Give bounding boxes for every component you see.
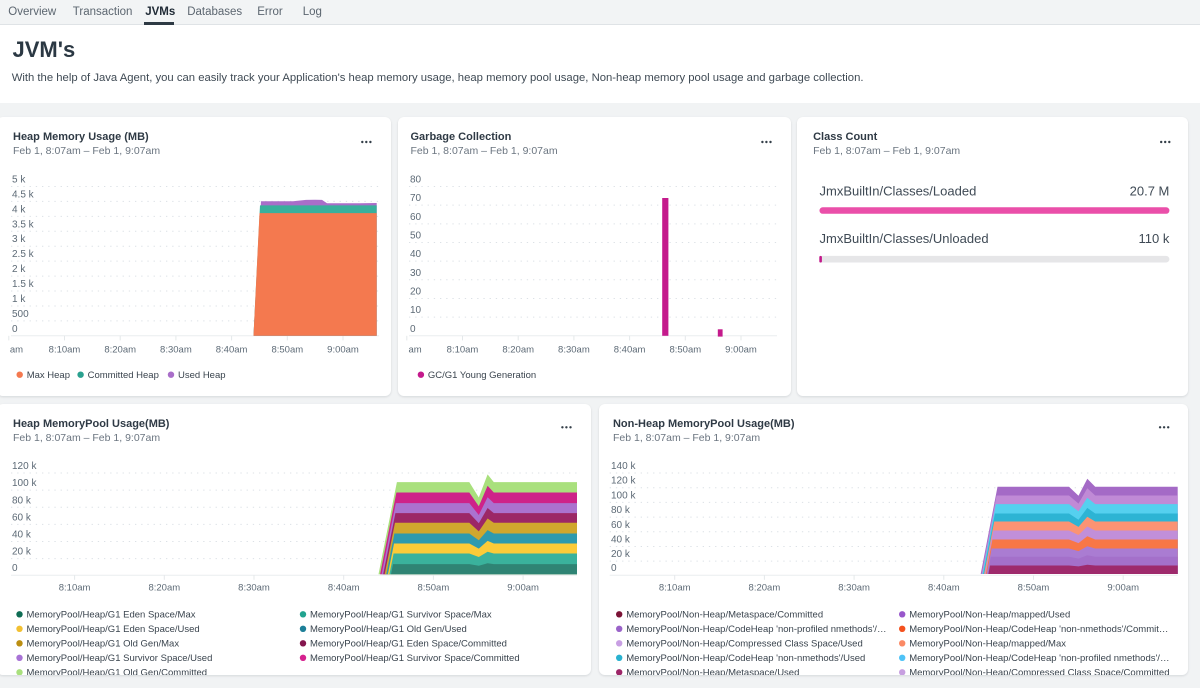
svg-text:MemoryPool/Non-Heap/CodeHeap ': MemoryPool/Non-Heap/CodeHeap 'non-nmetho… [909, 624, 1168, 635]
svg-text:20: 20 [410, 286, 422, 297]
svg-text:8:40am: 8:40am [216, 345, 248, 356]
svg-text:3 k: 3 k [12, 234, 26, 245]
svg-text:am: am [408, 345, 421, 356]
svg-text:MemoryPool/Heap/G1 Old Gen/Use: MemoryPool/Heap/G1 Old Gen/Used [310, 624, 467, 635]
svg-text:0: 0 [611, 563, 617, 574]
svg-text:100 k: 100 k [12, 478, 37, 489]
svg-text:8:50am: 8:50am [418, 583, 450, 594]
svg-text:Committed Heap: Committed Heap [88, 370, 159, 381]
svg-text:am: am [10, 345, 23, 356]
svg-text:120 k: 120 k [12, 461, 37, 472]
svg-text:MemoryPool/Non-Heap/mapped/Use: MemoryPool/Non-Heap/mapped/Used [909, 610, 1070, 621]
svg-text:1 k: 1 k [12, 294, 26, 305]
svg-text:8:50am: 8:50am [669, 345, 701, 356]
svg-text:4.5 k: 4.5 k [12, 189, 35, 200]
svg-text:100 k: 100 k [611, 491, 636, 502]
svg-text:80 k: 80 k [12, 495, 32, 506]
svg-text:9:00am: 9:00am [327, 345, 359, 356]
svg-text:8:40am: 8:40am [328, 583, 360, 594]
svg-text:8:10am: 8:10am [446, 345, 478, 356]
svg-text:MemoryPool/Non-Heap/Metaspace/: MemoryPool/Non-Heap/Metaspace/Used [626, 668, 799, 675]
svg-text:8:20am: 8:20am [148, 583, 180, 594]
svg-text:MemoryPool/Heap/G1 Survivor Sp: MemoryPool/Heap/G1 Survivor Space/Used [27, 653, 213, 664]
svg-text:GC/G1 Young Generation: GC/G1 Young Generation [427, 370, 535, 381]
svg-text:8:10am: 8:10am [659, 583, 691, 594]
svg-text:8:20am: 8:20am [502, 345, 534, 356]
svg-text:MemoryPool/Non-Heap/Compressed: MemoryPool/Non-Heap/Compressed Class Spa… [909, 668, 1169, 675]
svg-text:40 k: 40 k [12, 530, 32, 541]
svg-text:8:50am: 8:50am [1018, 583, 1050, 594]
svg-text:8:40am: 8:40am [613, 345, 645, 356]
svg-text:MemoryPool/Non-Heap/CodeHeap ': MemoryPool/Non-Heap/CodeHeap 'non-nmetho… [626, 653, 865, 664]
svg-text:MemoryPool/Heap/G1 Survivor Sp: MemoryPool/Heap/G1 Survivor Space/Max [310, 610, 492, 621]
svg-text:120 k: 120 k [611, 476, 636, 487]
svg-text:20.7 M: 20.7 M [1130, 184, 1170, 199]
svg-text:MemoryPool/Heap/G1 Eden Space/: MemoryPool/Heap/G1 Eden Space/Used [27, 624, 200, 635]
svg-text:80 k: 80 k [611, 505, 631, 516]
svg-text:Max Heap: Max Heap [27, 370, 70, 381]
svg-text:20 k: 20 k [611, 549, 631, 560]
svg-text:0: 0 [410, 324, 416, 335]
svg-text:4 k: 4 k [12, 204, 26, 215]
svg-text:8:10am: 8:10am [49, 345, 81, 356]
svg-text:8:50am: 8:50am [271, 345, 303, 356]
svg-text:60 k: 60 k [611, 520, 631, 531]
svg-text:40 k: 40 k [611, 535, 631, 546]
svg-text:8:20am: 8:20am [104, 345, 136, 356]
svg-text:MemoryPool/Heap/G1 Old Gen/Com: MemoryPool/Heap/G1 Old Gen/Committed [27, 668, 208, 675]
svg-text:50: 50 [410, 230, 422, 241]
svg-text:40: 40 [410, 249, 422, 260]
svg-text:500: 500 [12, 309, 29, 320]
svg-text:80: 80 [410, 175, 422, 186]
svg-text:8:30am: 8:30am [839, 583, 871, 594]
svg-text:0: 0 [12, 563, 18, 574]
svg-text:MemoryPool/Heap/G1 Survivor Sp: MemoryPool/Heap/G1 Survivor Space/Commit… [310, 653, 520, 664]
svg-text:0: 0 [12, 324, 18, 335]
svg-text:60: 60 [410, 212, 422, 223]
svg-text:2 k: 2 k [12, 264, 26, 275]
svg-text:9:00am: 9:00am [1108, 583, 1140, 594]
svg-text:MemoryPool/Heap/G1 Old Gen/Max: MemoryPool/Heap/G1 Old Gen/Max [27, 639, 180, 650]
svg-text:8:40am: 8:40am [928, 583, 960, 594]
svg-text:20 k: 20 k [12, 547, 32, 558]
svg-text:60 k: 60 k [12, 513, 32, 524]
svg-text:1.5 k: 1.5 k [12, 279, 35, 290]
svg-text:MemoryPool/Heap/G1 Eden Space/: MemoryPool/Heap/G1 Eden Space/Max [27, 610, 196, 621]
svg-text:MemoryPool/Non-Heap/Metaspace/: MemoryPool/Non-Heap/Metaspace/Committed [626, 610, 823, 621]
svg-text:3.5 k: 3.5 k [12, 219, 35, 230]
svg-text:8:30am: 8:30am [238, 583, 270, 594]
svg-text:JmxBuiltIn/Classes/Unloaded: JmxBuiltIn/Classes/Unloaded [820, 231, 989, 246]
svg-text:MemoryPool/Non-Heap/mapped/Max: MemoryPool/Non-Heap/mapped/Max [909, 639, 1066, 650]
svg-text:8:30am: 8:30am [558, 345, 590, 356]
svg-text:110 k: 110 k [1139, 231, 1170, 246]
svg-text:MemoryPool/Non-Heap/Compressed: MemoryPool/Non-Heap/Compressed Class Spa… [626, 639, 863, 650]
svg-text:8:20am: 8:20am [749, 583, 781, 594]
svg-text:9:00am: 9:00am [507, 583, 539, 594]
svg-text:30: 30 [410, 268, 422, 279]
svg-text:8:10am: 8:10am [59, 583, 91, 594]
svg-text:2.5 k: 2.5 k [12, 249, 35, 260]
svg-text:MemoryPool/Non-Heap/CodeHeap ': MemoryPool/Non-Heap/CodeHeap 'non-profil… [909, 653, 1169, 664]
svg-text:JmxBuiltIn/Classes/Loaded: JmxBuiltIn/Classes/Loaded [820, 184, 977, 199]
svg-text:MemoryPool/Non-Heap/CodeHeap ': MemoryPool/Non-Heap/CodeHeap 'non-profil… [626, 624, 886, 635]
svg-text:140 k: 140 k [611, 461, 636, 472]
svg-text:70: 70 [410, 193, 422, 204]
svg-text:9:00am: 9:00am [725, 345, 757, 356]
svg-text:5 k: 5 k [12, 175, 26, 186]
svg-text:MemoryPool/Heap/G1 Eden Space/: MemoryPool/Heap/G1 Eden Space/Committed [310, 639, 507, 650]
svg-text:10: 10 [410, 305, 422, 316]
svg-text:8:30am: 8:30am [160, 345, 192, 356]
svg-text:Used Heap: Used Heap [178, 370, 226, 381]
